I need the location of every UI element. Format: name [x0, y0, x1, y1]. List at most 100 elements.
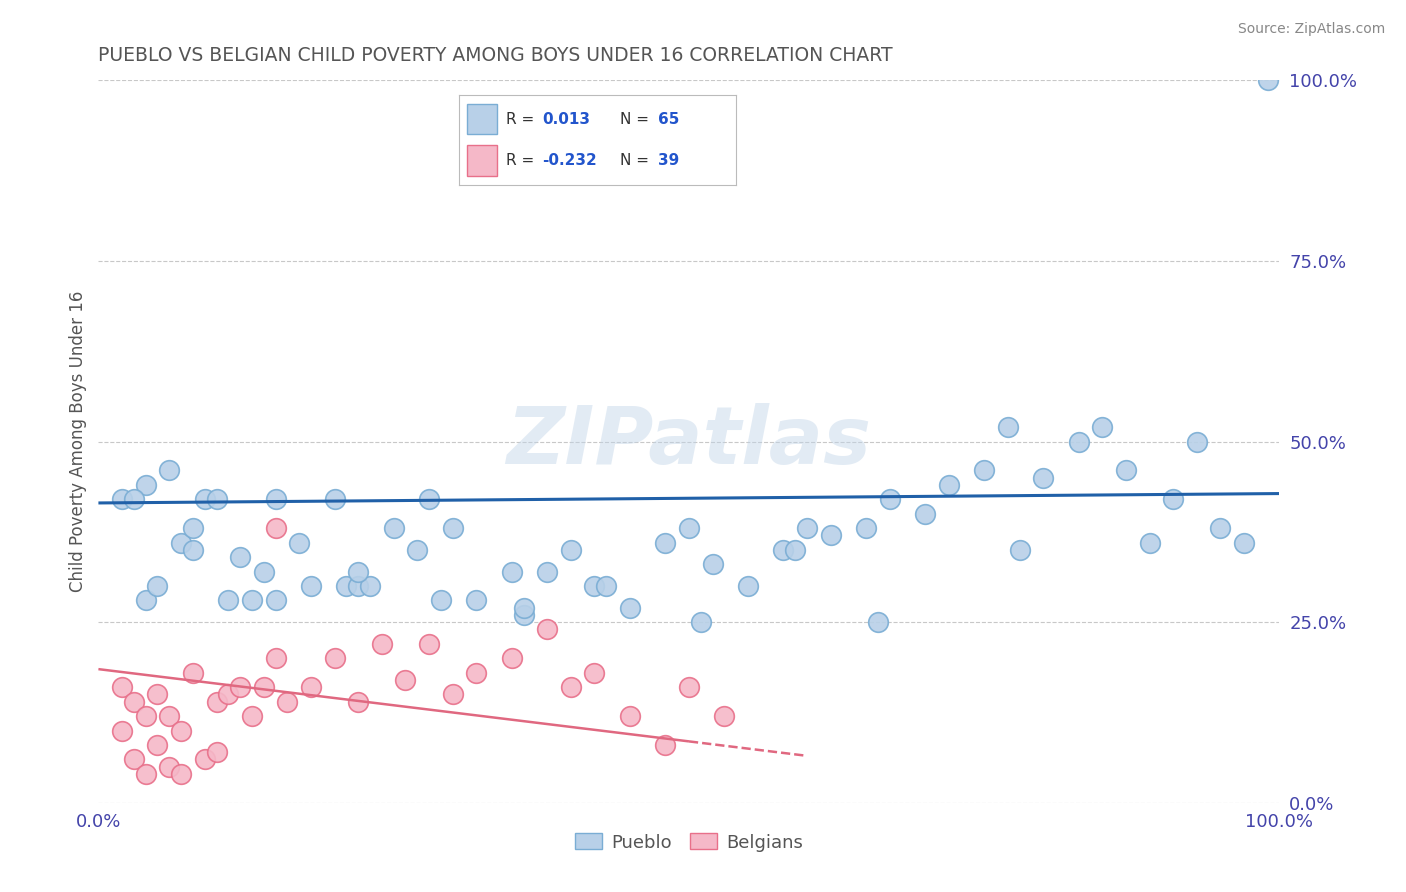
- Point: [785, 542, 807, 557]
- Point: [583, 579, 606, 593]
- Point: [135, 478, 157, 492]
- Point: [855, 521, 877, 535]
- Point: [938, 478, 960, 492]
- Point: [512, 600, 534, 615]
- Point: [217, 593, 239, 607]
- Point: [146, 738, 169, 752]
- Point: [217, 687, 239, 701]
- Point: [111, 680, 134, 694]
- Point: [418, 492, 440, 507]
- Point: [879, 492, 901, 507]
- Point: [1008, 542, 1031, 557]
- Point: [194, 752, 217, 766]
- Point: [501, 651, 523, 665]
- Point: [678, 680, 700, 694]
- Point: [1067, 434, 1090, 449]
- Point: [146, 687, 169, 701]
- Point: [560, 680, 582, 694]
- Point: [264, 651, 287, 665]
- Point: [702, 558, 724, 572]
- Point: [394, 673, 416, 687]
- Point: [560, 542, 582, 557]
- Point: [157, 463, 180, 477]
- Point: [335, 579, 357, 593]
- Point: [181, 542, 204, 557]
- Point: [1032, 470, 1054, 484]
- Point: [359, 579, 381, 593]
- Point: [654, 738, 676, 752]
- Point: [111, 492, 134, 507]
- Point: [276, 695, 298, 709]
- Point: [122, 695, 145, 709]
- Point: [796, 521, 818, 535]
- Point: [1185, 434, 1208, 449]
- Point: [122, 752, 145, 766]
- Point: [595, 579, 617, 593]
- Point: [382, 521, 405, 535]
- Point: [253, 565, 276, 579]
- Point: [866, 615, 889, 630]
- Point: [135, 593, 157, 607]
- Point: [264, 521, 287, 535]
- Point: [347, 579, 370, 593]
- Point: [170, 535, 193, 549]
- Point: [229, 550, 252, 565]
- Point: [1139, 535, 1161, 549]
- Point: [240, 593, 263, 607]
- Point: [512, 607, 534, 622]
- Point: [181, 521, 204, 535]
- Point: [194, 492, 217, 507]
- Point: [135, 767, 157, 781]
- Point: [181, 665, 204, 680]
- Text: Source: ZipAtlas.com: Source: ZipAtlas.com: [1237, 22, 1385, 37]
- Point: [619, 600, 641, 615]
- Point: [820, 528, 842, 542]
- Point: [205, 695, 228, 709]
- Point: [1233, 535, 1256, 549]
- Point: [678, 521, 700, 535]
- Point: [299, 579, 322, 593]
- Point: [772, 542, 794, 557]
- Point: [465, 593, 488, 607]
- Text: PUEBLO VS BELGIAN CHILD POVERTY AMONG BOYS UNDER 16 CORRELATION CHART: PUEBLO VS BELGIAN CHILD POVERTY AMONG BO…: [98, 45, 893, 65]
- Point: [1091, 420, 1114, 434]
- Point: [536, 565, 558, 579]
- Point: [323, 492, 346, 507]
- Point: [1161, 492, 1184, 507]
- Point: [253, 680, 276, 694]
- Point: [288, 535, 311, 549]
- Point: [501, 565, 523, 579]
- Point: [973, 463, 995, 477]
- Point: [264, 492, 287, 507]
- Point: [689, 615, 711, 630]
- Point: [146, 579, 169, 593]
- Point: [1115, 463, 1137, 477]
- Point: [713, 709, 735, 723]
- Point: [418, 637, 440, 651]
- Point: [122, 492, 145, 507]
- Point: [157, 760, 180, 774]
- Point: [914, 507, 936, 521]
- Point: [371, 637, 394, 651]
- Point: [299, 680, 322, 694]
- Point: [157, 709, 180, 723]
- Point: [347, 565, 370, 579]
- Y-axis label: Child Poverty Among Boys Under 16: Child Poverty Among Boys Under 16: [69, 291, 87, 592]
- Point: [347, 695, 370, 709]
- Point: [170, 723, 193, 738]
- Point: [441, 521, 464, 535]
- Point: [583, 665, 606, 680]
- Point: [737, 579, 759, 593]
- Point: [1209, 521, 1232, 535]
- Point: [170, 767, 193, 781]
- Point: [465, 665, 488, 680]
- Point: [205, 492, 228, 507]
- Point: [619, 709, 641, 723]
- Point: [240, 709, 263, 723]
- Point: [135, 709, 157, 723]
- Point: [205, 745, 228, 759]
- Point: [406, 542, 429, 557]
- Point: [536, 623, 558, 637]
- Point: [654, 535, 676, 549]
- Point: [323, 651, 346, 665]
